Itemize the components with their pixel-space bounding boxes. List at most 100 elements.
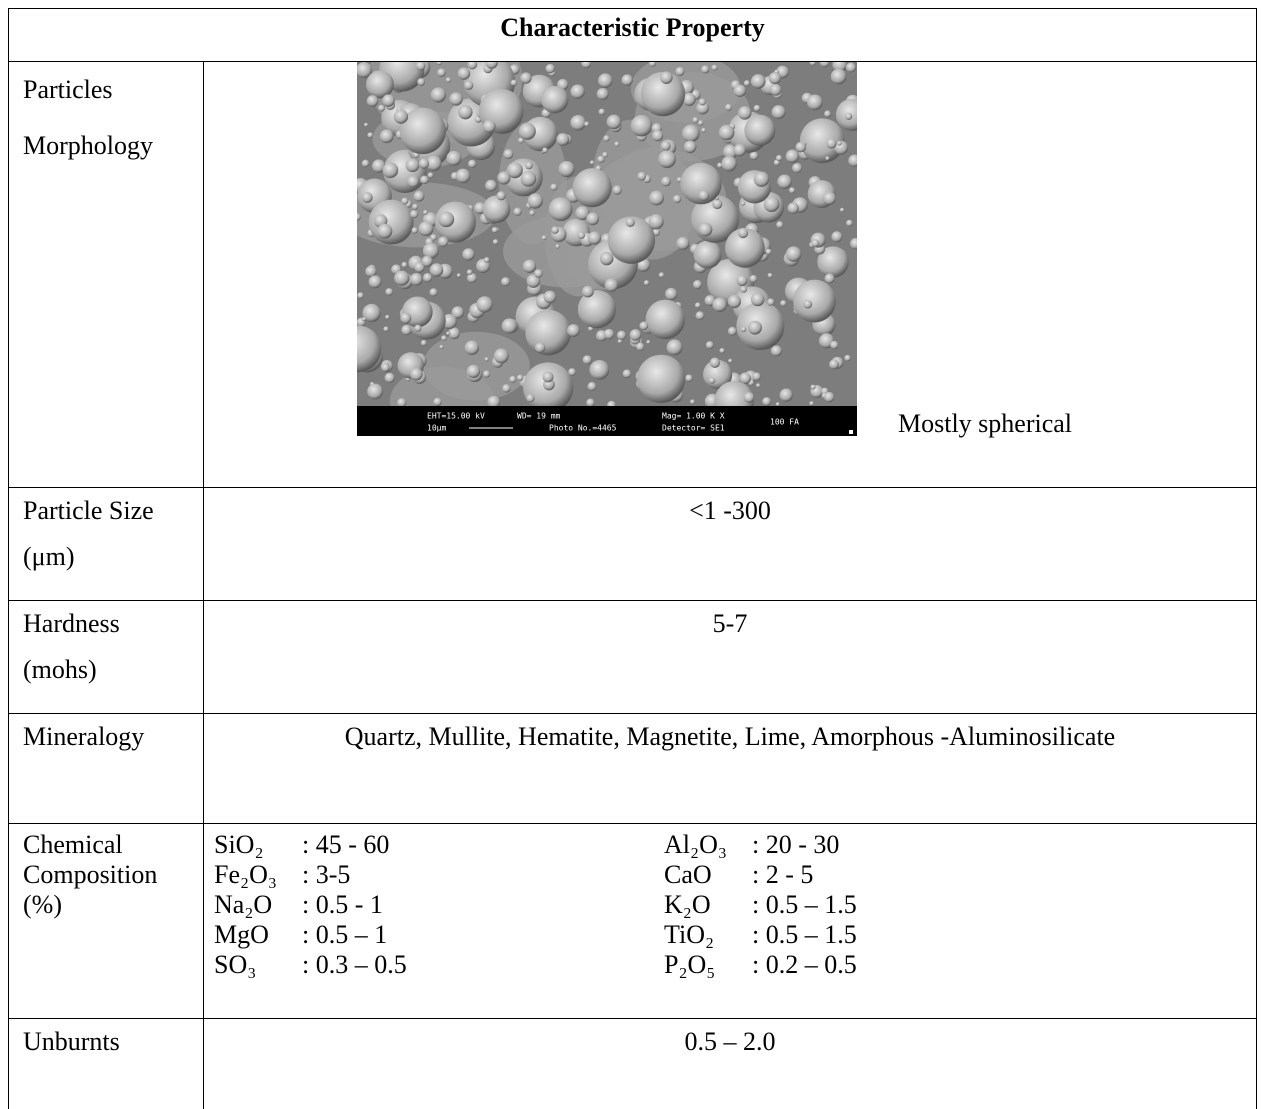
sem-particle — [550, 184, 557, 191]
property-cell: Particle Size(μm) — [9, 488, 204, 601]
sem-particle — [588, 231, 601, 244]
sem-particle — [685, 374, 692, 381]
property-cell: Hardness(mohs) — [9, 601, 204, 714]
page: {"header": {"title": "Characteristic Pro… — [0, 0, 1261, 1101]
sem-particle — [423, 210, 428, 215]
sem-particle — [584, 122, 589, 127]
sem-particle — [519, 123, 536, 140]
sem-label: WD= 19 mm — [517, 412, 561, 421]
sem-particle — [751, 74, 766, 89]
sem-particle — [831, 231, 842, 242]
row: Chemical Composition (%) SiO₂: 45 - 60Al… — [9, 824, 1257, 1019]
property-text: (mohs) — [23, 647, 203, 693]
sem-particle — [698, 120, 703, 125]
sem-particle — [419, 158, 429, 168]
sem-particle — [725, 104, 732, 111]
sem-particle — [682, 125, 700, 143]
sem-particle — [845, 113, 852, 120]
sem-particle — [458, 67, 471, 80]
sem-particle — [400, 313, 411, 324]
sem-particle — [690, 399, 695, 404]
sem-particle — [649, 191, 664, 206]
sem-particle — [719, 125, 735, 141]
sem-particle — [826, 138, 836, 148]
sem-label: EHT=15.00 kV — [427, 412, 485, 421]
sem-particle — [809, 401, 814, 406]
sem-particle — [811, 239, 819, 247]
sem-particle — [710, 358, 720, 368]
sem-particle — [607, 115, 622, 130]
sem-particle — [401, 197, 408, 204]
sem-particle — [776, 402, 780, 406]
sem-particle — [665, 288, 677, 300]
sem-particle — [738, 228, 748, 238]
sem-particle — [421, 256, 432, 267]
sem-particle — [599, 109, 606, 116]
sem-particle — [807, 94, 823, 110]
sem-particle — [362, 317, 366, 321]
property-text: Unburnts — [23, 1019, 203, 1065]
sem-particle — [589, 360, 609, 380]
sem-particle — [385, 288, 393, 296]
composition-name: SO₃ — [214, 950, 256, 980]
sem-particle — [465, 340, 479, 354]
sem-particle — [829, 359, 839, 369]
composition-name: Na₂O — [214, 890, 272, 920]
sem-particle — [381, 363, 390, 372]
sem-particle — [772, 105, 786, 119]
value-cell: 5-7 — [204, 601, 1257, 714]
sem-particle — [661, 141, 671, 151]
sem-particle — [582, 286, 594, 298]
property-cell: Particles Morphology — [9, 62, 204, 488]
composition-row: Fe₂O₃: 3-5CaO: 2 - 5 — [214, 860, 1256, 890]
sem-particle — [410, 210, 418, 218]
property-text: (μm) — [23, 534, 203, 580]
composition-value: : 20 - 30 — [752, 830, 839, 860]
composition-value: : 0.5 – 1.5 — [752, 920, 857, 950]
sem-particle — [382, 94, 395, 107]
sem-particle — [698, 190, 709, 201]
sem-particle — [844, 355, 850, 361]
composition-name: CaO — [664, 860, 712, 890]
property-cell: Unburnts — [9, 1019, 204, 1109]
sem-particle — [587, 382, 596, 391]
sem-particle — [824, 110, 831, 117]
property-cell: Chemical Composition (%) — [9, 824, 204, 1019]
sem-particle — [769, 72, 781, 84]
sem-particle — [525, 162, 533, 170]
sem-particle — [494, 348, 509, 363]
document: Characteristic Property Particles Morpho… — [0, 0, 1261, 1101]
sem-particle — [830, 341, 838, 349]
sem-particle — [525, 310, 571, 356]
sem-particle — [600, 252, 614, 266]
sem-particle — [768, 273, 773, 278]
sem-particle — [385, 315, 389, 319]
sem-particle — [728, 327, 737, 336]
row: Mineralogy Quartz, Mullite, Hematite, Ma… — [9, 714, 1257, 824]
sem-particle — [658, 150, 676, 168]
sem-particle — [738, 106, 752, 120]
sem-particle — [446, 331, 450, 335]
sem-particle — [502, 318, 517, 333]
composition-name: P₂O₅ — [664, 950, 715, 980]
sem-particle — [430, 263, 444, 277]
sem-particle — [503, 149, 513, 159]
sem-particle — [438, 236, 448, 246]
sem-particle — [542, 372, 553, 383]
composition-value: : 0.2 – 0.5 — [752, 950, 857, 980]
sem-particle — [483, 370, 490, 377]
sem-particle — [464, 81, 473, 90]
sem-particle — [676, 237, 689, 250]
sem-particle — [528, 193, 543, 208]
sem-particle — [673, 195, 681, 203]
sem-particle — [446, 77, 451, 82]
sem-particle — [793, 280, 836, 323]
composition-name: Al₂O₃ — [664, 830, 727, 860]
composition-value: : 2 - 5 — [752, 860, 813, 890]
sem-particle — [823, 192, 836, 205]
sem-particle — [831, 69, 847, 85]
sem-particle — [513, 208, 521, 216]
